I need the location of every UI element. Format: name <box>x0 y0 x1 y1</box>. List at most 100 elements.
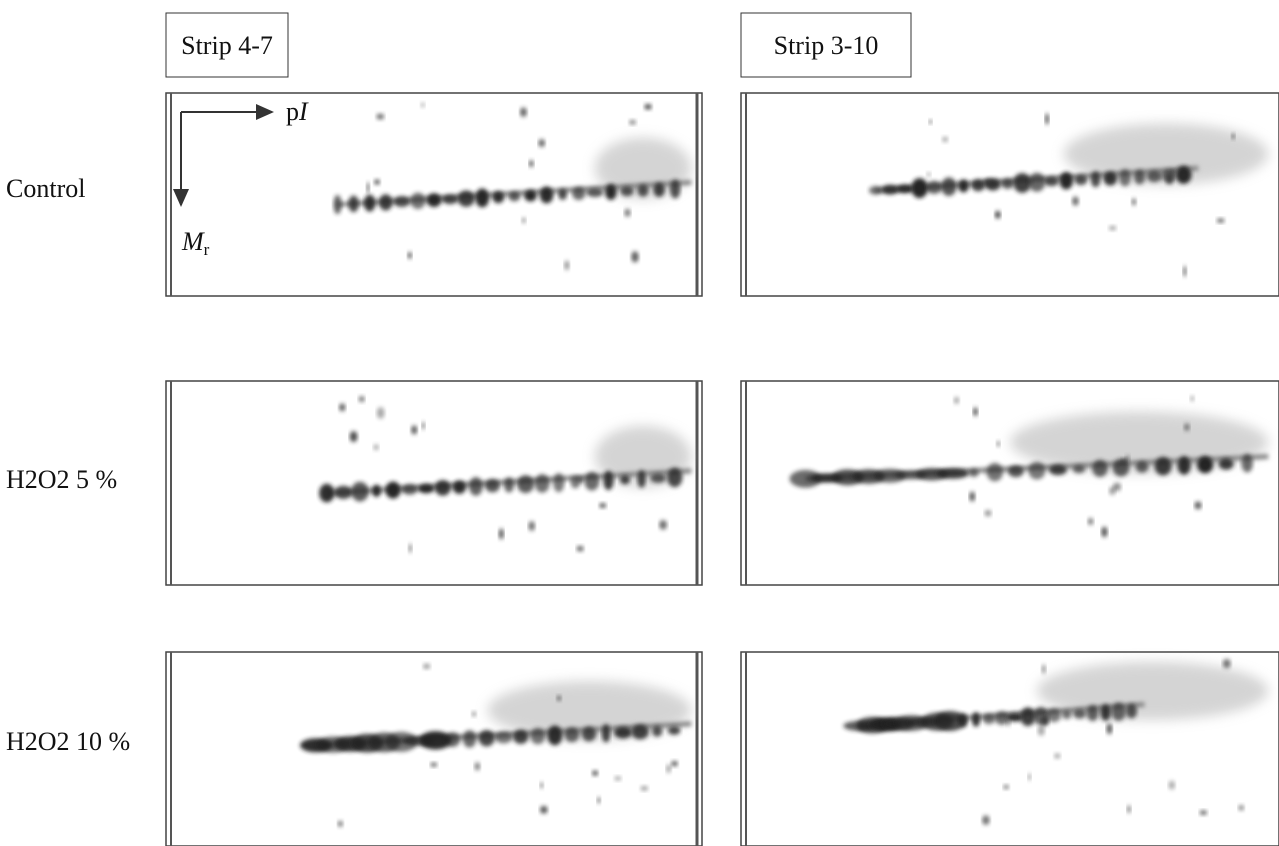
gel-spot <box>652 725 663 737</box>
gel-spot <box>534 474 550 493</box>
gel-panel <box>740 651 1279 846</box>
gel-spot <box>528 160 534 168</box>
gel-spot <box>462 730 477 748</box>
gel-spot <box>1003 784 1010 790</box>
gel-spot <box>319 483 335 503</box>
gel-spot <box>372 484 381 497</box>
gel-spot <box>666 764 672 774</box>
gel-spot <box>348 195 359 213</box>
gel-spot <box>1100 704 1111 721</box>
gel-spot <box>576 545 584 552</box>
gel-spot <box>1092 459 1108 477</box>
gel-spot <box>668 726 681 735</box>
gel-spot <box>1165 172 1174 185</box>
mr-r: r <box>204 240 210 259</box>
gel-spot <box>653 182 665 197</box>
gel-haze <box>1036 661 1269 720</box>
gel-spot <box>994 711 1010 725</box>
column-header: Strip 3-10 <box>774 31 879 60</box>
gel-spot <box>1135 461 1149 473</box>
header-box <box>165 12 289 78</box>
column-header: Strip 4-7 <box>181 31 273 60</box>
gel-spot <box>1119 169 1131 187</box>
gel-haze <box>1063 123 1269 185</box>
gel-spot <box>539 782 544 789</box>
gel-spot <box>659 519 667 530</box>
gel-spot <box>971 179 986 192</box>
gel-spot <box>599 503 607 509</box>
gel-spot <box>1073 709 1087 719</box>
gel-spot <box>494 731 513 744</box>
gel-spot <box>1126 805 1131 814</box>
gel-spot <box>984 509 992 517</box>
gel-spot <box>1074 174 1088 186</box>
gel-spot <box>624 208 631 217</box>
gel-spot <box>603 470 614 491</box>
gel-spot <box>1028 461 1046 480</box>
gel-spot <box>374 179 381 185</box>
gel-spot <box>339 403 346 412</box>
gel-spot <box>577 476 584 484</box>
gel-spot <box>1131 198 1137 206</box>
gel-spot <box>982 815 990 825</box>
gel-spot <box>421 421 425 430</box>
gel-spot <box>471 711 477 717</box>
gel-spot <box>1222 658 1231 669</box>
gel-spot <box>364 194 376 212</box>
gel-spot <box>671 761 678 767</box>
gel-spot <box>1072 196 1079 206</box>
gel-spot <box>1027 773 1032 781</box>
gel-spot <box>934 710 967 731</box>
gel-spot <box>1041 715 1049 726</box>
gel-panel <box>165 380 703 586</box>
gel-spot <box>667 467 683 488</box>
gel-spot <box>969 491 976 502</box>
gel-spot <box>670 179 681 199</box>
gel-spot <box>333 195 342 215</box>
gel-spot <box>1134 169 1146 185</box>
gel-spot <box>1146 170 1162 183</box>
gel-spot <box>614 776 622 781</box>
gel-spot <box>376 407 385 419</box>
gel-spot <box>547 725 563 746</box>
gel-spot <box>1020 707 1036 727</box>
gels <box>165 92 1279 846</box>
gel-spot <box>644 104 652 110</box>
gel-spot <box>539 186 554 204</box>
gel-spot <box>1154 456 1172 476</box>
gel-spot <box>401 484 418 495</box>
gel-spot <box>1008 465 1024 478</box>
gel-spot <box>1197 456 1214 474</box>
pi-i: I <box>298 97 309 126</box>
gel-spot <box>584 471 600 491</box>
gel-spot <box>1013 173 1032 193</box>
gel-spot <box>1190 395 1195 402</box>
gel-spot <box>1006 719 1011 727</box>
gel-spot <box>1168 780 1176 790</box>
gel-spot <box>528 521 535 531</box>
gel-spot <box>971 712 981 727</box>
gel-spot <box>1059 172 1074 190</box>
gel-spot <box>1028 172 1046 192</box>
gel-spot <box>1086 705 1099 722</box>
gel-spot <box>586 188 604 198</box>
gel-spot <box>426 193 442 207</box>
gel-spot <box>442 194 459 205</box>
gel-spot <box>1062 710 1072 720</box>
gel-spot <box>941 177 957 196</box>
gel-spot <box>958 179 969 193</box>
gel-spot <box>928 119 933 124</box>
gel-spot <box>1041 664 1046 674</box>
gel-spot <box>986 462 1004 482</box>
gel-spot <box>1037 725 1045 736</box>
gel-spot <box>517 475 535 494</box>
gel-spot <box>1044 113 1050 125</box>
gel-spot <box>558 188 567 200</box>
gel-spot <box>631 251 639 263</box>
gel-spot <box>581 726 597 742</box>
gel-spot <box>942 136 949 143</box>
gel-frame <box>740 92 1279 297</box>
gel-spot <box>592 770 599 776</box>
gel-spot <box>376 113 385 120</box>
gel-spot <box>419 731 452 750</box>
